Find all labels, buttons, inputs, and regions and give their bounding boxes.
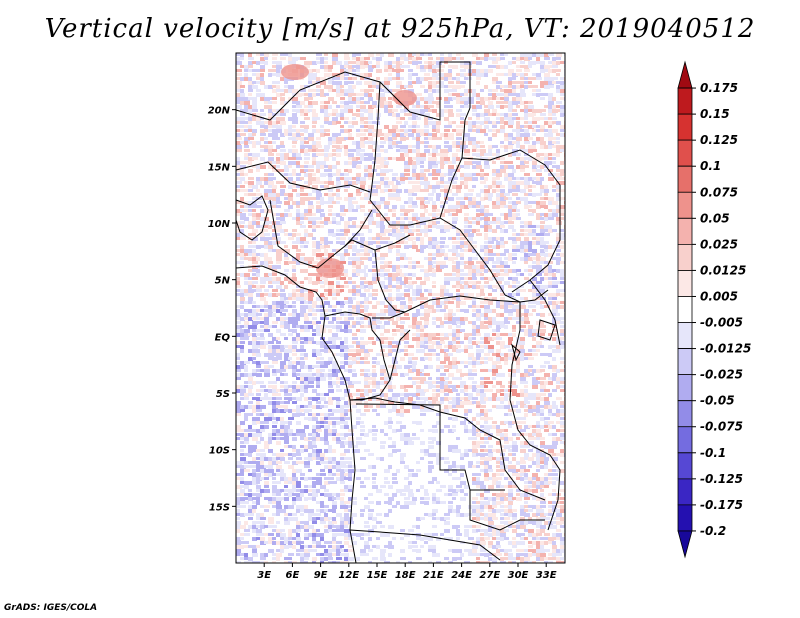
colorbar-label: -0.0125 bbox=[700, 342, 751, 356]
colorbar-label: 0.15 bbox=[700, 107, 730, 121]
colorbar-swatch bbox=[677, 400, 693, 428]
colorbar-label: -0.05 bbox=[700, 394, 735, 408]
colorbar-swatch bbox=[677, 270, 693, 297]
lat-tick-label: 10S bbox=[209, 446, 230, 457]
lon-tick-label: 9E bbox=[314, 570, 328, 581]
colorbar-swatch bbox=[677, 322, 693, 349]
colorbar-swatch bbox=[677, 478, 693, 506]
colorbar-swatch bbox=[677, 426, 693, 454]
colorbar-label: -0.2 bbox=[700, 524, 726, 538]
colorbar-swatch bbox=[677, 139, 693, 167]
colorbar-label: 0.025 bbox=[700, 237, 738, 251]
lon-tick-label: 6E bbox=[286, 570, 300, 581]
colorbar-label: -0.075 bbox=[700, 420, 743, 434]
colorbar-label: -0.005 bbox=[700, 316, 743, 330]
country-borders bbox=[235, 61, 561, 564]
colorbar-swatch bbox=[677, 243, 693, 271]
colorbar-swatch bbox=[677, 296, 693, 323]
map-frame bbox=[235, 52, 566, 564]
colorbar-swatch bbox=[677, 348, 693, 376]
lat-tick-label: 15N bbox=[208, 162, 231, 173]
grads-credit: GrADS: IGES/COLA bbox=[4, 603, 98, 613]
colorbar: 0.175 0.15 0.125 0.1 0.075 0.05 0.025 0.0125 0.0… bbox=[677, 60, 751, 559]
lon-tick-label: 30E bbox=[508, 570, 529, 581]
lon-tick-label: 12E bbox=[338, 570, 359, 581]
lat-tick-label: 20N bbox=[208, 106, 231, 117]
colorbar-swatch bbox=[677, 530, 693, 559]
colorbar-swatch bbox=[677, 217, 693, 245]
colorbar-label: -0.125 bbox=[700, 472, 743, 486]
lat-tick-label: 5S bbox=[216, 389, 230, 400]
colorbar-label: 0.075 bbox=[700, 185, 738, 199]
lon-tick-label: 15E bbox=[367, 570, 388, 581]
colorbar-label: 0.175 bbox=[700, 81, 738, 95]
colorbar-swatch bbox=[677, 113, 693, 141]
map-title: Vertical velocity [m/s] at 925hPa, VT: 2… bbox=[44, 14, 756, 44]
colorbar-swatch bbox=[677, 374, 693, 402]
colorbar-label: 0.0125 bbox=[700, 263, 746, 277]
velocity-field bbox=[236, 53, 565, 563]
colorbar-label: 0.1 bbox=[700, 159, 721, 173]
lat-tick-label: 15S bbox=[209, 502, 230, 513]
colorbar-swatch bbox=[677, 191, 693, 219]
colorbar-label: 0.005 bbox=[700, 289, 738, 303]
colorbar-label: -0.175 bbox=[700, 498, 743, 512]
colorbar-swatch bbox=[677, 87, 693, 115]
lon-tick-label: 3E bbox=[257, 570, 271, 581]
lon-tick-label: 24E bbox=[451, 570, 472, 581]
colorbar-swatch bbox=[677, 165, 693, 193]
lon-tick-label: 27E bbox=[479, 570, 500, 581]
lon-tick-label: 33E bbox=[536, 570, 557, 581]
colorbar-swatch bbox=[677, 504, 693, 532]
colorbar-label: -0.1 bbox=[700, 446, 726, 460]
colorbar-label: 0.125 bbox=[700, 133, 738, 147]
colorbar-swatch bbox=[677, 60, 693, 89]
lon-tick-label: 21E bbox=[423, 570, 444, 581]
colorbar-label: -0.025 bbox=[700, 368, 743, 382]
lat-tick-label: 10N bbox=[208, 219, 231, 230]
lat-tick-label: EQ bbox=[215, 332, 231, 343]
colorbar-swatch bbox=[677, 452, 693, 480]
lon-tick-label: 18E bbox=[395, 570, 416, 581]
colorbar-label: 0.05 bbox=[700, 211, 730, 225]
lat-tick-label: 5N bbox=[215, 276, 231, 287]
